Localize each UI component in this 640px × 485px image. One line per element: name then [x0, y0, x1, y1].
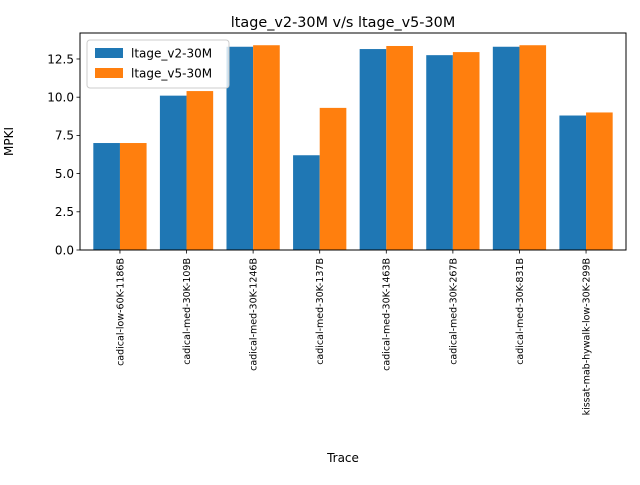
- legend-label-1: ltage_v5-30M: [131, 67, 212, 81]
- y-tick-label-3: 7.5: [55, 129, 74, 143]
- bar-v5-5: [452, 52, 480, 250]
- bar-v2-3: [293, 155, 320, 250]
- bar-v5-4: [386, 45, 413, 250]
- y-tick-label-2: 5.0: [55, 167, 74, 181]
- legend-label-0: ltage_v2-30M: [131, 47, 212, 61]
- bar-v2-7: [559, 115, 587, 251]
- bar-v2-0: [93, 143, 120, 250]
- bar-v2-4: [359, 49, 387, 250]
- bar-v5-7: [586, 112, 613, 251]
- y-axis-label: MPKI: [2, 127, 16, 156]
- bar-v2-5: [426, 55, 453, 250]
- legend-swatch-0: [95, 48, 123, 58]
- x-tick-label-2: cadical-med-30K-1246B: [249, 258, 260, 371]
- legend: ltage_v2-30M ltage_v5-30M: [86, 39, 230, 89]
- x-axis-label: Trace: [326, 451, 359, 465]
- bar-v5-6: [519, 45, 547, 251]
- x-tick-label-1: cadical-med-30K-109B: [182, 258, 193, 365]
- plot-frame: [79, 32, 627, 251]
- y-tick-label-5: 12.5: [47, 52, 74, 66]
- bar-v5-1: [186, 91, 214, 250]
- y-tick-label-1: 2.5: [55, 205, 74, 219]
- plot-area: 0.0 2.5 5.0 7.5 10.0 12.5 cadical-low-60K-1186…: [47, 45, 613, 415]
- x-tick-label-3: cadical-med-30K-137B: [315, 258, 326, 365]
- y-tick-label-0: 0.0: [55, 243, 74, 257]
- x-tick-label-6: cadical-med-30K-831B: [515, 258, 526, 365]
- x-tick-label-5: cadical-med-30K-267B: [448, 258, 459, 365]
- bar-v5-3: [319, 107, 347, 250]
- bar-v2-6: [492, 46, 520, 250]
- x-tick-label-7: kissat-mab-hywalk-low-30K-299B: [581, 258, 592, 415]
- bar-v5-2: [253, 45, 280, 251]
- x-tick-label-4: cadical-med-30K-1463B: [382, 258, 393, 371]
- bar-v2-2: [226, 46, 254, 250]
- legend-swatch-1: [95, 68, 123, 78]
- x-tick-label-0: cadical-low-60K-1186B: [115, 258, 126, 366]
- y-tick-label-4: 10.0: [47, 90, 74, 104]
- bar-v5-0: [119, 143, 147, 250]
- chart-title: ltage_v2-30M v/s ltage_v5-30M: [231, 15, 455, 31]
- bar-v2-1: [159, 95, 187, 251]
